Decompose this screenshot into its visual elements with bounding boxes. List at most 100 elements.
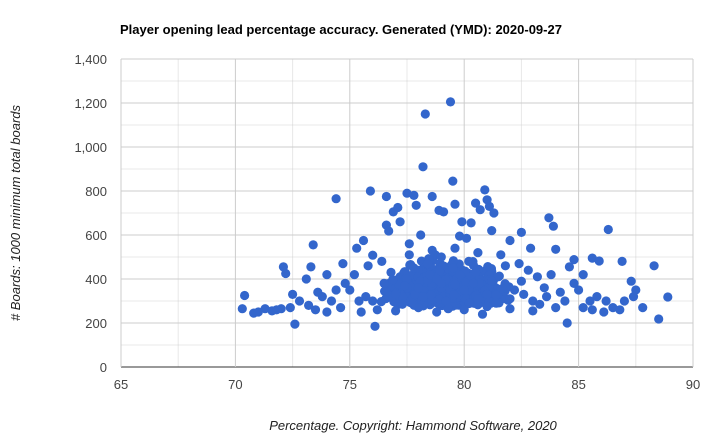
scatter-point bbox=[304, 300, 314, 310]
x-tick-label: 80 bbox=[457, 377, 471, 392]
x-tick-label: 75 bbox=[343, 377, 357, 392]
scatter-point bbox=[411, 200, 421, 210]
scatter-point bbox=[626, 276, 636, 286]
scatter-point bbox=[450, 243, 460, 253]
scatter-point bbox=[663, 292, 673, 302]
scatter-point bbox=[466, 218, 476, 228]
y-tick-label: 1,200 bbox=[74, 96, 107, 111]
scatter-point bbox=[617, 256, 627, 266]
scatter-point bbox=[546, 270, 556, 280]
scatter-point bbox=[489, 208, 499, 218]
scatter-point bbox=[505, 304, 515, 314]
scatter-point bbox=[356, 307, 366, 317]
scatter-point bbox=[354, 296, 364, 306]
scatter-point bbox=[477, 309, 488, 319]
scatter-point bbox=[491, 290, 501, 300]
scatter-point bbox=[654, 314, 664, 324]
y-tick-label: 0 bbox=[100, 360, 107, 375]
scatter-point bbox=[528, 296, 538, 306]
scatter-point bbox=[288, 289, 298, 299]
scatter-point bbox=[381, 287, 391, 297]
scatter-point bbox=[526, 243, 536, 253]
scatter-point bbox=[272, 305, 282, 315]
scatter-point bbox=[482, 301, 492, 312]
x-axis-ticks: 65 70 75 80 85 90 bbox=[114, 377, 700, 392]
scatter-point bbox=[457, 217, 467, 227]
scatter-point bbox=[628, 292, 639, 302]
scatter-point bbox=[505, 294, 515, 304]
scatter-point bbox=[313, 287, 323, 297]
y-tick-label: 800 bbox=[85, 184, 107, 199]
scatter-point bbox=[551, 303, 561, 313]
chart-title: Player opening lead percentage accuracy.… bbox=[120, 22, 562, 37]
scatter-point bbox=[370, 321, 380, 331]
scatter-point bbox=[608, 303, 618, 313]
scatter-point bbox=[306, 262, 316, 272]
x-tick-label: 85 bbox=[571, 377, 585, 392]
y-tick-label: 200 bbox=[85, 316, 107, 331]
scatter-point bbox=[592, 292, 602, 302]
scatter-point bbox=[322, 307, 332, 317]
scatter-point bbox=[587, 305, 597, 315]
scatter-point bbox=[601, 296, 611, 306]
scatter-point bbox=[388, 207, 398, 217]
scatter-point bbox=[340, 278, 350, 288]
scatter-point bbox=[331, 285, 341, 295]
scatter-point bbox=[365, 186, 375, 196]
scatter-point bbox=[578, 303, 588, 313]
scatter-point bbox=[487, 226, 497, 236]
scatter-point bbox=[649, 261, 659, 271]
scatter-point bbox=[491, 298, 501, 308]
data-points bbox=[237, 97, 673, 331]
scatter-point bbox=[500, 261, 510, 271]
scatter-point bbox=[464, 298, 474, 308]
y-tick-label: 1,400 bbox=[74, 52, 107, 67]
scatter-point bbox=[594, 256, 604, 266]
scatter-point bbox=[455, 270, 465, 280]
scatter-point bbox=[436, 252, 446, 262]
y-axis-ticks: 0 200 400 600 800 1,000 1,200 1,400 bbox=[74, 52, 107, 375]
scatter-point bbox=[361, 292, 371, 302]
scatter-point bbox=[322, 270, 332, 280]
scatter-point bbox=[461, 278, 471, 288]
scatter-point bbox=[432, 274, 442, 284]
scatter-point bbox=[386, 267, 396, 277]
scatter-point bbox=[384, 226, 394, 236]
scatter-point bbox=[376, 297, 386, 307]
scatter-point bbox=[336, 303, 346, 313]
scatter-point bbox=[585, 296, 595, 306]
scatter-point bbox=[420, 109, 430, 119]
scatter-point bbox=[358, 235, 369, 246]
scatter-point bbox=[427, 245, 437, 255]
scatter-point bbox=[528, 306, 538, 316]
scatter-point bbox=[455, 231, 465, 241]
scatter-point bbox=[260, 304, 270, 314]
scatter-point bbox=[493, 272, 504, 282]
x-tick-label: 70 bbox=[228, 377, 242, 392]
scatter-point bbox=[404, 250, 414, 260]
scatter-point bbox=[377, 256, 387, 266]
scatter-point bbox=[432, 307, 442, 317]
scatter-point bbox=[379, 278, 389, 288]
scatter-point bbox=[413, 303, 423, 313]
scatter-point bbox=[562, 318, 572, 328]
scatter-point bbox=[448, 176, 458, 186]
scatter-point bbox=[638, 303, 648, 313]
scatter-point bbox=[574, 285, 584, 295]
scatter-point bbox=[391, 306, 401, 316]
scatter-point bbox=[240, 290, 250, 301]
scatter-point bbox=[535, 299, 545, 309]
scatter-point bbox=[587, 253, 597, 263]
scatter-point bbox=[368, 296, 378, 306]
gridlines bbox=[120, 58, 694, 368]
scatter-point bbox=[400, 267, 410, 277]
scatter-point bbox=[443, 304, 453, 314]
scatter-point bbox=[544, 213, 554, 223]
x-tick-label: 65 bbox=[114, 377, 128, 392]
x-axis-label: Percentage. Copyright: Hammond Software,… bbox=[269, 418, 557, 433]
scatter-point bbox=[400, 281, 410, 291]
scatter-point bbox=[308, 240, 318, 250]
scatter-point bbox=[398, 292, 408, 302]
scatter-point bbox=[425, 270, 435, 280]
scatter-point bbox=[310, 305, 321, 315]
